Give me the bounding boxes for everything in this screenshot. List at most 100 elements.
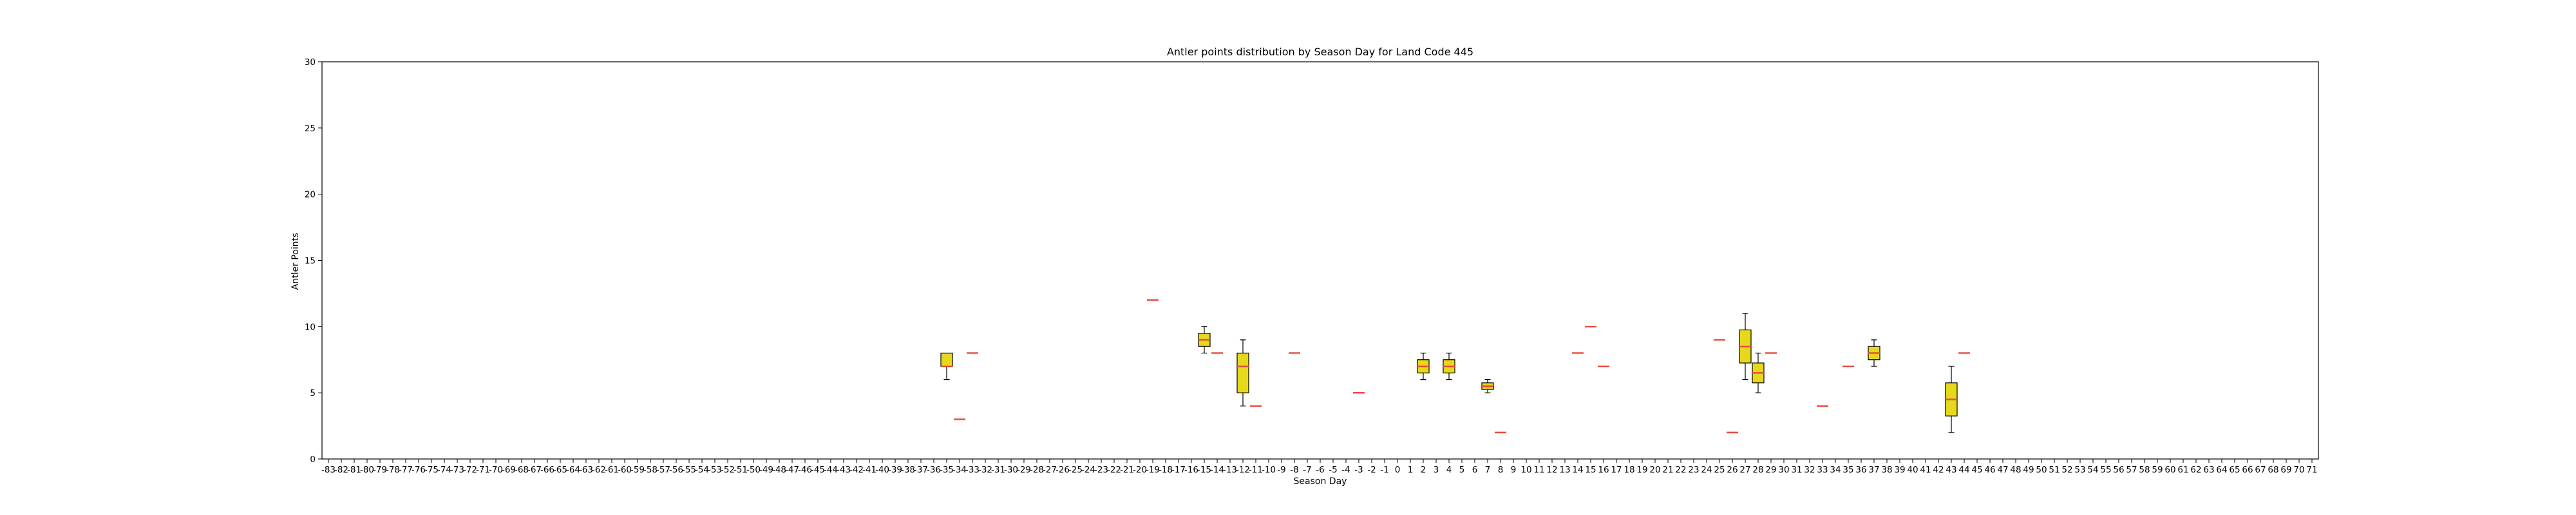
x-tick-label: 45 [1971, 465, 1982, 475]
x-tick-label: 42 [1933, 465, 1944, 475]
box-group [1198, 326, 1211, 354]
x-tick-label: 59 [2152, 465, 2163, 475]
box-iqr [940, 352, 953, 367]
x-tick-label: 32 [1804, 465, 1815, 475]
x-tick-label: -44 [824, 465, 838, 475]
x-tick-label: -3 [1354, 465, 1363, 475]
x-tick-label: -58 [643, 465, 658, 475]
x-tick-label: 54 [2087, 465, 2098, 475]
x-tick-label: 36 [1855, 465, 1866, 475]
x-tick-label: 1 [1408, 465, 1414, 475]
x-tick-label: 47 [1997, 465, 2008, 475]
x-tick-label: 2 [1421, 465, 1426, 475]
x-tick-label: -15 [1197, 465, 1211, 475]
x-tick-label: 5 [1459, 465, 1465, 475]
y-tick-label: 20 [305, 190, 316, 200]
x-tick-label: -49 [759, 465, 773, 475]
x-tick-label: 68 [2268, 465, 2278, 475]
x-tick-label: 6 [1472, 465, 1478, 475]
x-tick-label: -75 [424, 465, 439, 475]
x-tick-label: -2 [1367, 465, 1376, 475]
x-tick-label: 51 [2049, 465, 2060, 475]
x-tick-label: -62 [592, 465, 606, 475]
x-tick-label: -28 [1030, 465, 1044, 475]
x-tick-label: -39 [888, 465, 902, 475]
x-tick-label: 58 [2139, 465, 2150, 475]
x-tick-label: 53 [2074, 465, 2085, 475]
x-tick-label: 48 [2010, 465, 2021, 475]
y-tick-label: 15 [305, 256, 316, 267]
x-tick-label: -20 [1133, 465, 1147, 475]
box-group [1236, 339, 1249, 407]
box-group [1443, 352, 1455, 380]
box-series [940, 299, 1970, 434]
x-tick-label: -50 [746, 465, 761, 475]
box-group [940, 352, 953, 380]
x-tick-label: -78 [386, 465, 400, 475]
box-group [1739, 313, 1752, 380]
x-tick-label: 40 [1907, 465, 1918, 475]
box-group [1752, 352, 1765, 393]
x-tick-label: -37 [914, 465, 928, 475]
x-tick-label: 0 [1395, 465, 1401, 475]
x-tick-label: -17 [1171, 465, 1186, 475]
x-tick-label: 12 [1546, 465, 1557, 475]
x-tick-label: -59 [630, 465, 645, 475]
x-tick-label: -52 [721, 465, 735, 475]
x-tick-label: 10 [1520, 465, 1531, 475]
x-tick-label: -22 [1107, 465, 1121, 475]
x-tick-label: -60 [618, 465, 632, 475]
x-tick-label: -65 [553, 465, 567, 475]
x-tick-label: 57 [2126, 465, 2137, 475]
y-tick-label: 25 [305, 124, 316, 134]
x-tick-label: 69 [2280, 465, 2291, 475]
x-axis-label: Season Day [1294, 476, 1347, 487]
x-tick-label: -12 [1236, 465, 1250, 475]
x-tick-label: -70 [489, 465, 503, 475]
x-tick-label: 60 [2164, 465, 2175, 475]
x-tick-label: 18 [1624, 465, 1634, 475]
x-tick-label: -5 [1329, 465, 1337, 475]
x-tick-label: 25 [1714, 465, 1725, 475]
x-tick-label: -8 [1290, 465, 1298, 475]
x-tick-label: 64 [2216, 465, 2227, 475]
x-tick-label: 37 [1868, 465, 1879, 475]
x-tick-label: -74 [437, 465, 451, 475]
x-tick-label: -76 [412, 465, 426, 475]
x-tick-label: -6 [1316, 465, 1324, 475]
x-tick-label: -36 [927, 465, 941, 475]
x-tick-label: -73 [450, 465, 464, 475]
x-tick-label: 13 [1559, 465, 1570, 475]
x-tick-label: -83 [321, 465, 336, 475]
x-tick-label: -29 [1017, 465, 1031, 475]
x-tick-label: -18 [1159, 465, 1173, 475]
x-tick-label: 4 [1446, 465, 1452, 475]
x-tick-label: 15 [1585, 465, 1596, 475]
x-tick-label: 17 [1611, 465, 1622, 475]
x-tick-label: -79 [373, 465, 387, 475]
x-tick-label: -30 [1004, 465, 1018, 475]
x-tick-label: -56 [669, 465, 683, 475]
x-tick-label: 46 [1984, 465, 1995, 475]
x-tick-label: -21 [1120, 465, 1134, 475]
y-tick-label: 5 [310, 388, 316, 398]
x-tick-label: 34 [1830, 465, 1841, 475]
x-tick-label: 41 [1920, 465, 1931, 475]
x-tick-label: 63 [2203, 465, 2214, 475]
x-tick-label: -48 [772, 465, 786, 475]
x-tick-label: -42 [849, 465, 864, 475]
x-tick-label: -80 [360, 465, 374, 475]
x-tick-label: -51 [734, 465, 748, 475]
x-tick-label: -4 [1341, 465, 1350, 475]
x-tick-label: -7 [1303, 465, 1311, 475]
x-tick-label: 23 [1688, 465, 1699, 475]
x-tick-label: -67 [527, 465, 542, 475]
x-tick-label: -32 [978, 465, 992, 475]
x-tick-label: -13 [1223, 465, 1237, 475]
x-tick-label: 39 [1894, 465, 1905, 475]
x-tick-label: 29 [1765, 465, 1776, 475]
x-tick-label: -35 [940, 465, 954, 475]
x-tick-label: 20 [1649, 465, 1660, 475]
x-tick-label: 61 [2177, 465, 2188, 475]
